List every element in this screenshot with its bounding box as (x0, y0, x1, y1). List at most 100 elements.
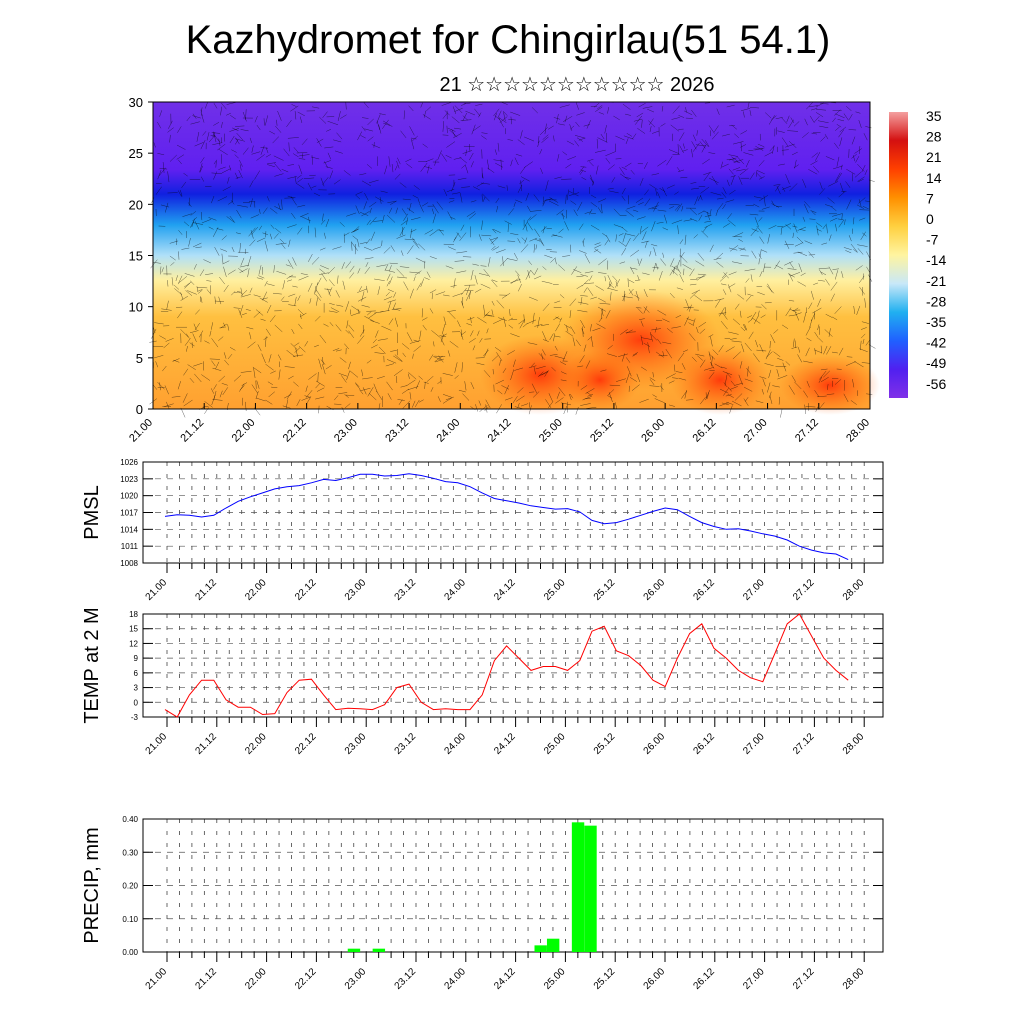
x-tick-label: 27.00 (741, 731, 767, 757)
y-tick-label: 12 (129, 639, 138, 648)
x-tick-label: 28.00 (844, 417, 872, 445)
precip-bar (546, 938, 560, 952)
y-tick-label: 0.10 (122, 915, 138, 924)
colorbar-label: -28 (926, 293, 946, 309)
colorbar-label: -35 (926, 314, 946, 330)
colorbar-label: 28 (926, 129, 942, 145)
x-tick-label: 27.12 (791, 577, 817, 603)
y-tick-label: 1017 (120, 509, 138, 518)
x-tick-label: 27.12 (791, 966, 817, 992)
wind-streamlines (149, 101, 876, 418)
warm-region (780, 355, 880, 415)
y-tick-label: 25 (129, 146, 143, 161)
colorbar-label: -56 (926, 376, 946, 392)
x-tick-label: 24.00 (442, 577, 468, 603)
x-tick-label: 22.00 (243, 577, 269, 603)
x-tick-label: 23.12 (393, 731, 419, 757)
x-tick-label: 25.12 (592, 577, 618, 603)
plot-frame (142, 818, 884, 953)
x-tick-label: 26.12 (691, 417, 719, 445)
x-tick-label: 27.12 (791, 731, 817, 757)
x-tick-label: 21.00 (144, 577, 170, 603)
x-tick-label: 27.00 (741, 966, 767, 992)
y-tick-label: 1026 (120, 458, 138, 467)
warm-region (560, 350, 640, 410)
x-tick-label: 24.12 (492, 577, 518, 603)
colorbar-label: 35 (926, 108, 942, 124)
precip-bar (534, 945, 547, 952)
x-tick-label: 22.12 (293, 966, 319, 992)
x-tick-label: 28.00 (841, 731, 867, 757)
x-tick-label: 21.12 (193, 577, 219, 603)
x-tick-label: 27.00 (741, 577, 767, 603)
x-tick-label: 25.00 (542, 966, 568, 992)
y-axis-label: TEMP at 2 M (81, 607, 103, 723)
x-tick-label: 24.12 (492, 731, 518, 757)
x-tick-label: 24.00 (442, 966, 468, 992)
x-tick-label: 23.00 (332, 417, 360, 445)
x-tick-label: 21.00 (144, 731, 170, 757)
x-tick-label: 22.12 (293, 577, 319, 603)
y-tick-label: 1023 (120, 475, 138, 484)
plot-frame (142, 461, 884, 564)
x-tick-label: 25.00 (542, 577, 568, 603)
colorbar (889, 112, 908, 398)
x-tick-label: 26.00 (639, 417, 667, 445)
colorbar-label: -7 (926, 232, 939, 248)
x-tick-label: 25.00 (542, 731, 568, 757)
y-tick-label: 0 (134, 698, 139, 707)
precip-bar (347, 948, 361, 952)
x-tick-label: 24.00 (442, 731, 468, 757)
x-tick-label: 21.12 (193, 966, 219, 992)
y-tick-label: 0.30 (122, 848, 138, 857)
x-tick-label: 23.12 (393, 966, 419, 992)
colorbar-label: 14 (926, 170, 942, 186)
x-tick-label: 23.12 (383, 417, 411, 445)
x-tick-label: 27.12 (793, 417, 821, 445)
y-axis-label: PMSL (81, 485, 103, 539)
x-tick-label: 25.12 (592, 731, 618, 757)
x-tick-label: 21.00 (144, 966, 170, 992)
precip-bar (584, 825, 597, 952)
y-tick-label: 5 (136, 351, 143, 366)
y-tick-label: 15 (129, 625, 138, 634)
x-tick-label: 26.12 (691, 731, 717, 757)
chart-title: Kazhydromet for Chingirlau(51 54.1) (185, 18, 831, 62)
colorbar-label: 7 (926, 190, 934, 206)
plot-frame (142, 613, 884, 718)
x-tick-label: 22.00 (230, 417, 258, 445)
x-tick-label: 23.00 (343, 966, 369, 992)
x-tick-label: 26.12 (691, 577, 717, 603)
y-tick-label: 6 (134, 669, 139, 678)
precip-bar (372, 948, 386, 952)
x-tick-label: 21.12 (178, 417, 206, 445)
y-tick-label: 1008 (120, 559, 138, 568)
y-tick-label: 0 (136, 402, 143, 417)
x-tick-label: 23.00 (343, 731, 369, 757)
colorbar-label: -49 (926, 355, 946, 371)
x-tick-label: 26.00 (642, 966, 668, 992)
y-tick-label: 0.00 (122, 948, 138, 957)
x-tick-label: 23.12 (393, 577, 419, 603)
x-tick-label: 23.00 (343, 577, 369, 603)
y-tick-label: 15 (129, 249, 143, 264)
x-tick-label: 21.00 (127, 417, 155, 445)
y-tick-label: 18 (129, 610, 138, 619)
precip-bar (571, 822, 585, 952)
chart-subtitle: 21 ☆☆☆☆☆☆☆☆☆☆☆ 2026 (439, 74, 715, 96)
x-tick-label: 28.00 (841, 577, 867, 603)
x-tick-label: 21.12 (193, 731, 219, 757)
x-tick-label: 26.00 (642, 731, 668, 757)
x-tick-label: 27.00 (742, 417, 770, 445)
colorbar-label: -42 (926, 335, 946, 351)
x-tick-label: 24.00 (434, 417, 462, 445)
y-tick-label: 20 (129, 197, 143, 212)
x-tick-label: 24.12 (492, 966, 518, 992)
series-line (164, 473, 849, 561)
y-tick-label: 0.40 (122, 815, 138, 824)
y-tick-label: 1011 (121, 542, 139, 551)
y-tick-label: 3 (134, 684, 139, 693)
y-tick-label: 30 (129, 95, 143, 110)
series-line (164, 613, 849, 718)
